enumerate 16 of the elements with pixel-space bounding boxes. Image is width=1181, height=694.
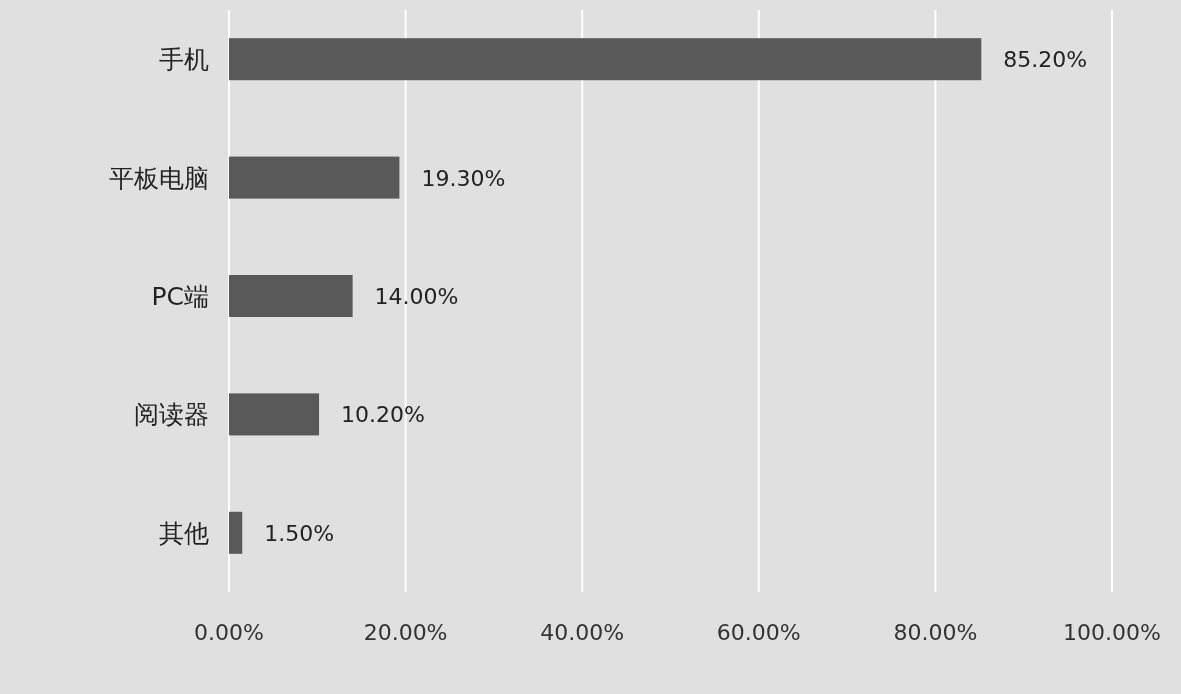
data-label: 14.00% [374,284,459,309]
y-tick-label: PC端 [151,282,209,311]
x-tick-label: 40.00% [540,620,625,645]
data-label: 10.20% [341,402,425,428]
data-label: 1.50% [264,520,335,546]
data-label: 19.30% [421,165,506,191]
x-tick-label: 20.00% [363,620,448,645]
x-tick-label: 0.00% [194,620,264,645]
y-tick-label: 其他 [159,518,209,548]
x-tick-label: 80.00% [893,620,978,645]
x-tick-label: 100.00% [1063,620,1161,645]
data-label: 85.20% [1003,47,1088,73]
y-tick-label: 平板电脑 [109,163,209,193]
y-tick-label: 手机 [159,45,209,75]
y-tick-label: 阅读器 [134,400,209,430]
x-tick-label: 60.00% [716,620,801,645]
